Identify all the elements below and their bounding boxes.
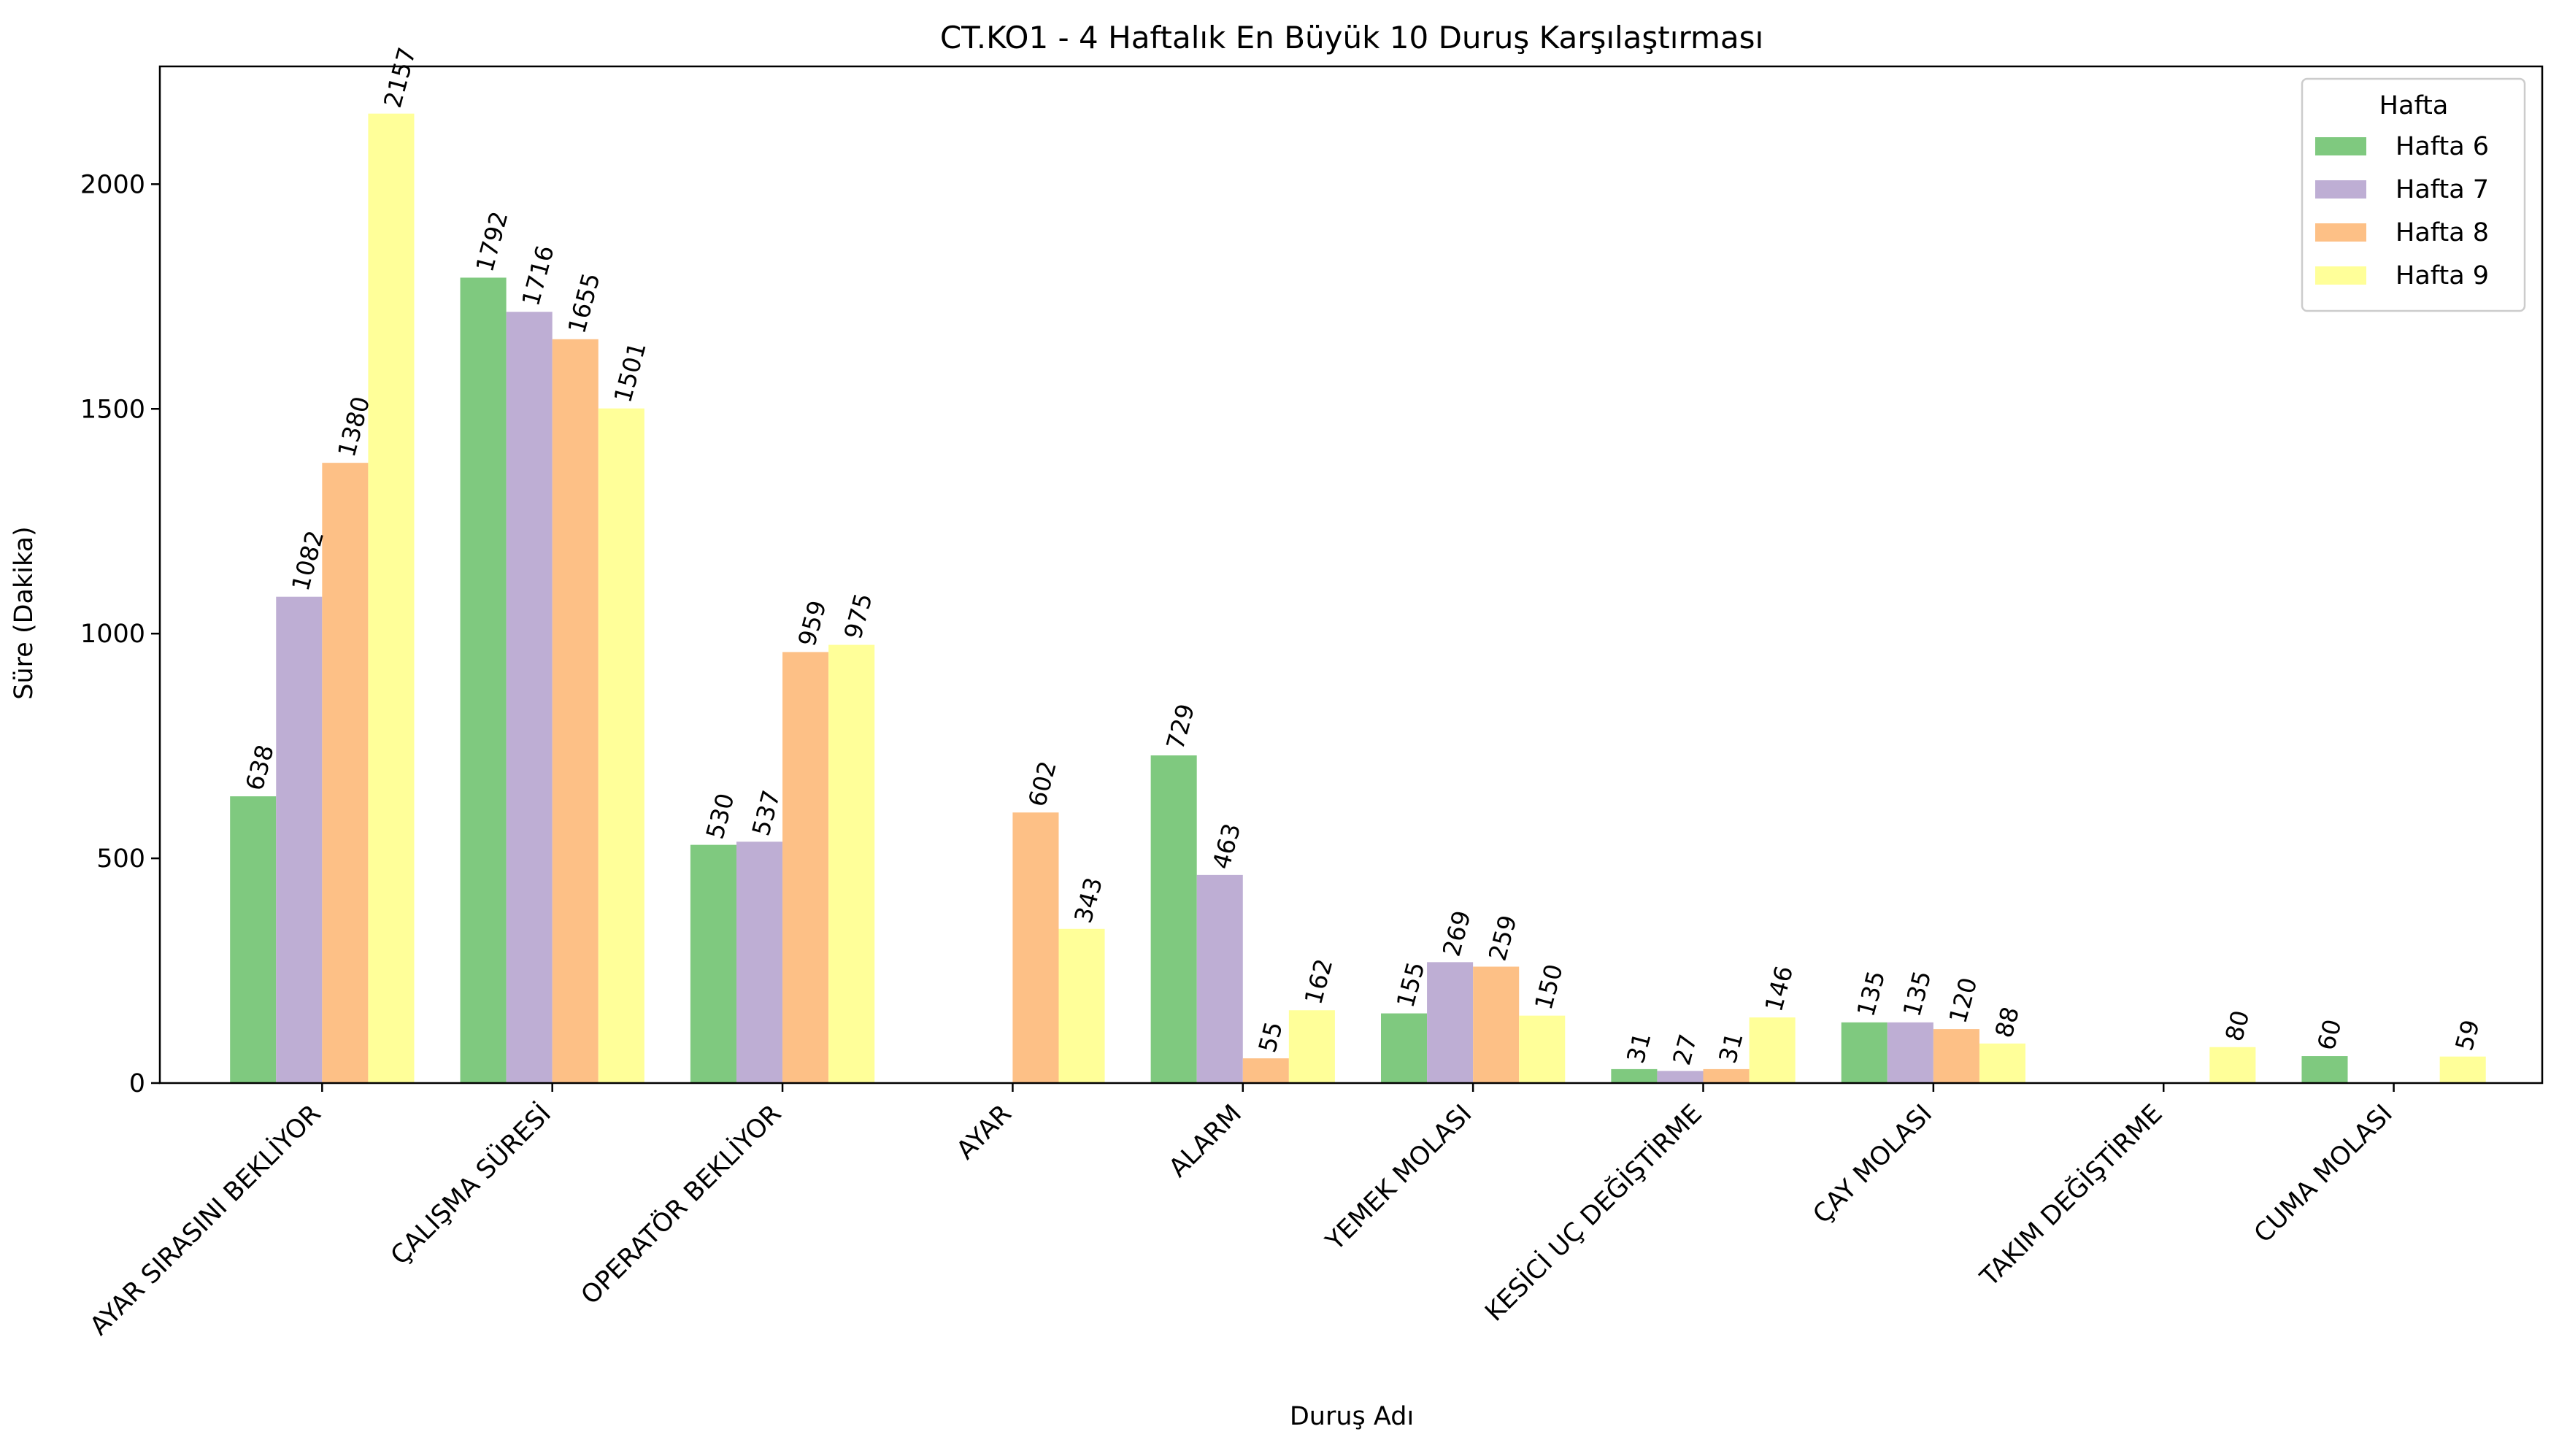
bar-2-3 [736, 841, 783, 1083]
y-tick-label: 1500 [80, 395, 145, 424]
bar-3-3 [782, 652, 829, 1083]
bar-value-label: 638 [240, 742, 280, 793]
x-tick-label: ÇALIŞMA SÜRESİ [385, 1098, 558, 1271]
y-tick-label: 500 [96, 844, 145, 874]
legend-swatch [2315, 266, 2366, 285]
bar-value-label: 537 [747, 787, 786, 839]
x-tick-label: ÇAY MOLASI [1808, 1099, 1939, 1230]
x-tick-label: TAKIM DEĞİŞTİRME [1974, 1098, 2169, 1293]
legend-entry: Hafta 7 [2396, 175, 2489, 204]
bars-layer [230, 113, 2486, 1084]
bar-2-8 [1887, 1022, 1933, 1083]
bar-2-5 [1196, 874, 1243, 1083]
plot-frame [158, 65, 2544, 1085]
bar-value-label: 1501 [608, 339, 651, 405]
bar-1-7 [1611, 1068, 1658, 1083]
bar-2-7 [1657, 1071, 1704, 1083]
bar-value-label: 2157 [378, 45, 421, 111]
legend-swatch [2315, 180, 2366, 199]
bar-3-1 [322, 463, 369, 1083]
bar-3-8 [1933, 1029, 1979, 1083]
bar-1-3 [690, 844, 736, 1083]
legend-swatch [2315, 223, 2366, 242]
bar-value-label: 31 [1713, 1029, 1749, 1066]
bar-4-4 [1058, 928, 1105, 1083]
bar-value-label: 155 [1391, 959, 1431, 1011]
legend-title: Hafta [2379, 91, 2449, 120]
bar-value-label: 343 [1069, 874, 1108, 926]
bar-4-3 [828, 644, 875, 1083]
bar-2-6 [1427, 962, 1474, 1083]
bar-value-label: 135 [1851, 968, 1890, 1020]
axes-layer: 0 500 1000 1500 2000 AYAR SIRASINI BEKLİYOR ÇA… [80, 65, 2544, 1341]
bar-2-2 [506, 312, 553, 1083]
bar-value-label: 59 [2450, 1017, 2485, 1054]
bar-value-label: 27 [1667, 1031, 1703, 1068]
x-tick-label: YEMEK MOLASI [1320, 1099, 1478, 1257]
y-tick-label: 2000 [80, 170, 145, 199]
bar-value-label: 259 [1483, 912, 1523, 964]
bar-4-7 [1749, 1017, 1796, 1083]
bar-value-label: 135 [1897, 968, 1936, 1020]
legend: Hafta Hafta 6 Hafta 7 Hafta 8 Hafta 9 [2301, 77, 2526, 312]
bar-value-label: 269 [1437, 907, 1477, 959]
bar-3-4 [1012, 812, 1059, 1083]
bar-value-label: 530 [701, 790, 740, 842]
bar-4-6 [1519, 1015, 1566, 1083]
bar-2-1 [276, 596, 323, 1083]
bar-4-1 [368, 113, 415, 1083]
y-axis-label: Süre (Dakika) [9, 526, 39, 699]
bar-value-label: 959 [793, 598, 832, 650]
bar-value-label: 60 [2312, 1016, 2347, 1053]
bar-4-10 [2439, 1056, 2486, 1083]
legend-entry: Hafta 9 [2396, 261, 2489, 290]
x-tick-label: KESİCİ UÇ DEĞİŞTİRME [1479, 1098, 1708, 1328]
bar-value-label: 55 [1252, 1019, 1288, 1056]
y-tick-label: 0 [129, 1069, 145, 1098]
bar-1-2 [460, 277, 507, 1084]
bar-value-label: 975 [839, 590, 878, 642]
bar-value-label: 602 [1023, 758, 1062, 809]
bar-1-5 [1150, 755, 1197, 1083]
bar-4-8 [1979, 1043, 2026, 1083]
bar-4-9 [2209, 1047, 2256, 1083]
legend-box [2301, 77, 2526, 312]
x-tick-label: AYAR SIRASINI BEKLİYOR [84, 1098, 327, 1341]
bar-value-label: 1716 [516, 242, 559, 309]
x-tick-label: CUMA MOLASI [2249, 1099, 2398, 1249]
legend-swatch [2315, 137, 2366, 155]
x-tick-label: ALARM [1163, 1099, 1247, 1183]
bar-4-5 [1288, 1010, 1335, 1083]
chart-title: CT.KO1 - 4 Haftalık En Büyük 10 Duruş Ka… [940, 20, 1763, 55]
bar-3-5 [1242, 1058, 1289, 1083]
bar-3-6 [1473, 966, 1520, 1083]
legend-entry: Hafta 6 [2396, 132, 2489, 161]
x-axis-label: Duruş Adı [1290, 1402, 1414, 1431]
bar-value-label: 120 [1943, 974, 1982, 1026]
bar-value-label: 146 [1759, 963, 1798, 1014]
bar-value-label: 162 [1298, 955, 1338, 1007]
bar-value-label: 31 [1621, 1029, 1657, 1066]
bar-4-2 [598, 408, 644, 1083]
bar-value-label: 88 [1990, 1004, 2025, 1041]
bar-1-8 [1841, 1022, 1887, 1083]
bar-3-2 [552, 339, 599, 1083]
bar-value-label: 463 [1207, 820, 1246, 872]
x-tick-label: AYAR [951, 1099, 1017, 1166]
bar-3-7 [1703, 1068, 1750, 1083]
bar-value-label: 150 [1529, 961, 1569, 1013]
bar-1-6 [1381, 1013, 1428, 1083]
bar-value-label: 1792 [470, 208, 513, 274]
bar-1-10 [2301, 1056, 2348, 1083]
x-tick-label: OPERATÖR BEKLİYOR [574, 1098, 787, 1311]
legend-entry: Hafta 8 [2396, 218, 2489, 247]
bar-value-label: 1655 [562, 270, 605, 336]
y-tick-label: 1000 [80, 620, 145, 649]
bar-value-label: 729 [1161, 701, 1200, 752]
bar-1-1 [230, 796, 277, 1083]
bar-value-label: 80 [2220, 1007, 2255, 1044]
